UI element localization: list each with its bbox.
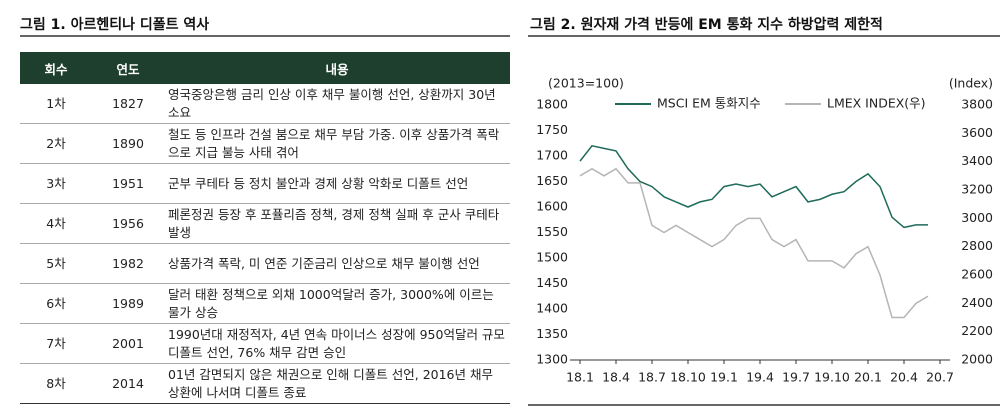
y-tick-label: 1600 bbox=[536, 199, 568, 214]
table-cell: 2차 bbox=[20, 123, 92, 164]
table-cell: 영국중앙은행 금리 인상 이후 채무 불이행 선언, 상환까지 30년 소요 bbox=[164, 84, 510, 124]
table-cell: 6차 bbox=[20, 283, 92, 324]
table-cell: 1827 bbox=[92, 84, 164, 124]
table-cell: 8차 bbox=[20, 363, 92, 404]
y2-tick-label: 3600 bbox=[961, 125, 993, 140]
table-cell: 5차 bbox=[20, 243, 92, 284]
y-tick-label: 1700 bbox=[536, 148, 568, 163]
y-tick-label: 1400 bbox=[536, 301, 568, 316]
table-cell: 1989 bbox=[92, 283, 164, 324]
table-title: 그림 1. 아르헨티나 디폴트 역사 bbox=[20, 17, 210, 33]
y-tick-label: 1450 bbox=[536, 275, 568, 290]
y2-tick-label: 3800 bbox=[961, 97, 993, 112]
table-cell: 2014 bbox=[92, 363, 164, 404]
legend-label: MSCI EM 통화지수 bbox=[657, 96, 761, 111]
legend-label: LMEX INDEX(우) bbox=[827, 96, 926, 111]
x-tick-label: 19.10 bbox=[814, 370, 850, 385]
y-tick-label: 1750 bbox=[536, 122, 568, 137]
y-tick-label: 1550 bbox=[536, 224, 568, 239]
table-cell: 군부 쿠테타 등 정치 불안과 경제 상황 악화로 디폴트 선언 bbox=[164, 163, 510, 204]
table-cell: 상품가격 폭락, 미 연준 기준금리 인상으로 채무 불이행 선언 bbox=[164, 243, 510, 284]
table-row: 3차 1951 군부 쿠테타 등 정치 불안과 경제 상황 악화로 디폴트 선언 bbox=[20, 163, 510, 204]
x-tick-label: 18.10 bbox=[670, 370, 706, 385]
y2-axis-label: (Index) bbox=[949, 76, 993, 91]
table-cell: 1951 bbox=[92, 163, 164, 204]
table-row: 1차 1827 영국중앙은행 금리 인상 이후 채무 불이행 선언, 상환까지 30… bbox=[20, 84, 510, 124]
x-tick-label: 18.1 bbox=[566, 370, 594, 385]
y2-tick-label: 2600 bbox=[961, 267, 993, 282]
y-tick-label: 1500 bbox=[536, 250, 568, 265]
x-tick-label: 20.1 bbox=[854, 370, 882, 385]
x-tick-label: 19.4 bbox=[746, 370, 774, 385]
line-series bbox=[579, 144, 928, 229]
table-row: 8차 2014 01년 감면되지 않은 채권으로 인해 디폴트 선언, 2016년 … bbox=[20, 363, 510, 404]
header-cell: 회수 bbox=[20, 52, 92, 84]
table-row: 5차 1982 상품가격 폭락, 미 연준 기준금리 인상으로 채무 불이행 선언 bbox=[20, 243, 510, 284]
x-tick-label: 19.1 bbox=[710, 370, 738, 385]
line-series bbox=[579, 167, 929, 319]
x-tick-label: 20.4 bbox=[890, 370, 918, 385]
header-cell: 연도 bbox=[92, 52, 164, 84]
x-tick-label: 18.7 bbox=[638, 370, 666, 385]
table-cell: 1956 bbox=[92, 203, 164, 244]
y-axis-label: (2013=100) bbox=[548, 76, 624, 91]
table-cell: 철도 등 인프라 건설 붐으로 채무 부담 가중. 이후 상품가격 폭락으로 지… bbox=[164, 123, 510, 164]
header-cell: 내용 bbox=[164, 52, 510, 84]
y2-tick-label: 2800 bbox=[961, 238, 993, 253]
y2-tick-label: 3400 bbox=[961, 153, 993, 168]
y2-tick-label: 3200 bbox=[961, 182, 993, 197]
table-row: 6차 1989 달러 태환 정책으로 외채 1000억달러 증가, 3000%에 이… bbox=[20, 283, 510, 324]
y-tick-label: 1650 bbox=[536, 173, 568, 188]
table-cell: 달러 태환 정책으로 외채 1000억달러 증가, 3000%에 이르는 물가 … bbox=[164, 283, 510, 324]
y2-tick-label: 2400 bbox=[961, 295, 993, 310]
y-tick-label: 1300 bbox=[536, 352, 568, 367]
table-cell: 2001 bbox=[92, 323, 164, 364]
table-row: 2차 1890 철도 등 인프라 건설 붐으로 채무 부담 가중. 이후 상품가격 … bbox=[20, 123, 510, 164]
table-cell: 4차 bbox=[20, 203, 92, 244]
x-tick-label: 18.4 bbox=[602, 370, 630, 385]
table-cell: 1982 bbox=[92, 243, 164, 284]
y-tick-label: 1350 bbox=[536, 326, 568, 341]
table-cell: 1차 bbox=[20, 84, 92, 124]
x-tick-label: 20.7 bbox=[926, 370, 954, 385]
table-row: 4차 1956 페론정권 등장 후 포퓰리즘 정책, 경제 정책 실패 후 군사 쿠… bbox=[20, 203, 510, 244]
table-cell: 페론정권 등장 후 포퓰리즘 정책, 경제 정책 실패 후 군사 쿠테타 발생 bbox=[164, 203, 510, 244]
table-cell: 1990년대 재정적자, 4년 연속 마이너스 성장에 950억달러 규모 디폴… bbox=[164, 323, 510, 364]
table-cell: 3차 bbox=[20, 163, 92, 204]
table-cell: 01년 감면되지 않은 채권으로 인해 디폴트 선언, 2016년 채무 상환에… bbox=[164, 363, 510, 404]
table-cell: 1890 bbox=[92, 123, 164, 164]
chart-title: 그림 2. 원자재 가격 반등에 EM 통화 지수 하방압력 제한적 bbox=[530, 17, 883, 33]
table-row: 7차 2001 1990년대 재정적자, 4년 연속 마이너스 성장에 950억달러… bbox=[20, 323, 510, 364]
y2-tick-label: 2200 bbox=[961, 323, 993, 338]
y2-tick-label: 2000 bbox=[961, 352, 993, 367]
table: 회수 연도 내용 1차 1827 영국중앙은행 금리 인상 이후 채무 불이행 선언, 상… bbox=[20, 52, 510, 404]
table-cell: 7차 bbox=[20, 323, 92, 364]
y-tick-label: 1800 bbox=[536, 97, 568, 112]
x-tick-label: 19.7 bbox=[782, 370, 810, 385]
y2-tick-label: 3000 bbox=[961, 210, 993, 225]
